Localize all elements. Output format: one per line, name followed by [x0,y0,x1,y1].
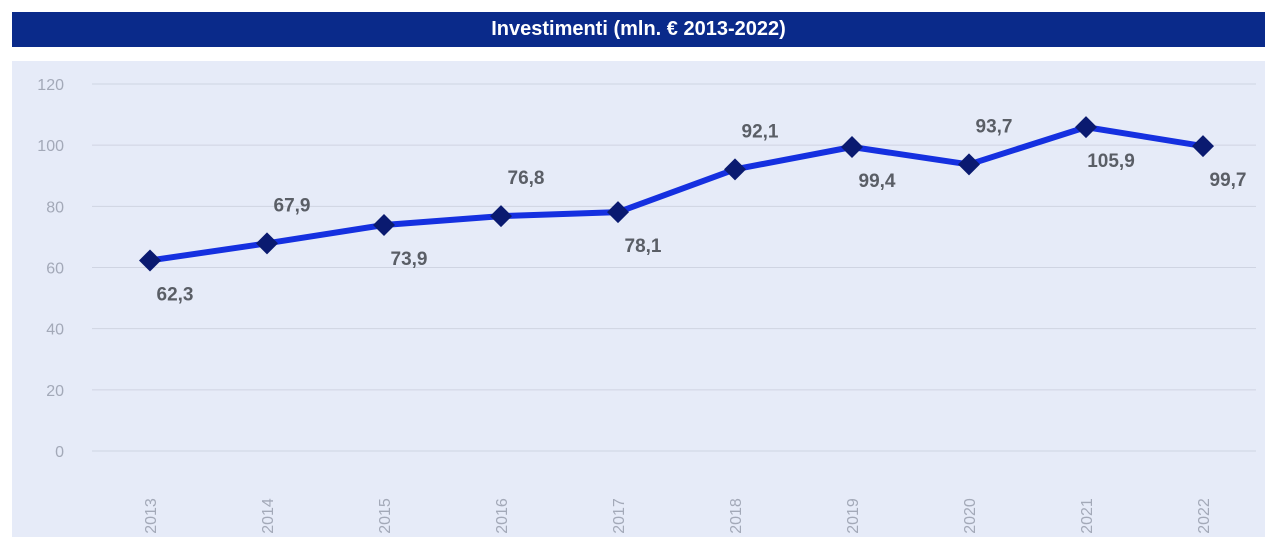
data-label: 73,9 [391,249,428,270]
data-label: 76,8 [508,168,545,189]
x-tick-label: 2019 [845,498,862,534]
data-label: 93,7 [976,116,1013,137]
data-point-marker [1192,135,1214,158]
series-line [147,124,1206,264]
x-tick-label: 2020 [962,498,979,534]
data-point-marker [139,249,161,272]
data-point-marker [256,232,278,255]
x-tick-label: 2018 [728,498,745,534]
data-label: 62,3 [157,284,194,305]
gridlines [92,83,1256,452]
y-tick-label: 40 [46,322,64,339]
data-label: 99,4 [859,171,896,192]
data-point-marker [958,153,980,176]
y-tick-label: 120 [37,77,64,94]
data-point-marker [373,213,395,236]
data-point-marker [841,136,863,159]
y-tick-label: 100 [37,138,64,155]
data-point-marker [490,205,512,228]
y-tick-label: 0 [55,444,64,461]
x-tick-label: 2016 [494,498,511,534]
data-labels: 62,3 67,9 73,9 76,8 78,1 92,1 99,4 93,7 105,9 99,… [157,116,1247,305]
x-tick-label: 2017 [611,498,628,534]
x-tick-label: 2022 [1196,498,1213,534]
data-label: 99,7 [1210,170,1247,191]
y-tick-label: 80 [46,199,64,216]
x-tick-label: 2021 [1079,498,1096,534]
chart-title: Investimenti (mln. € 2013-2022) [12,12,1265,47]
y-tick-label: 60 [46,261,64,278]
x-tick-label: 2014 [260,498,277,534]
data-label: 105,9 [1087,151,1135,172]
y-axis: 0 20 40 60 80 100 120 [37,77,64,461]
x-axis: 2013 2014 2015 2016 2017 2018 2019 2020 2021 2022 [143,498,1213,534]
data-label: 78,1 [625,236,662,257]
x-tick-label: 2013 [143,498,160,534]
data-label: 92,1 [742,121,779,142]
data-point-marker [724,158,746,181]
y-tick-label: 20 [46,383,64,400]
data-point-marker [1075,116,1097,139]
x-tick-label: 2015 [377,498,394,534]
data-point-marker [607,201,629,224]
data-label: 67,9 [274,195,311,216]
series [139,116,1214,272]
plot-area [12,61,1265,537]
